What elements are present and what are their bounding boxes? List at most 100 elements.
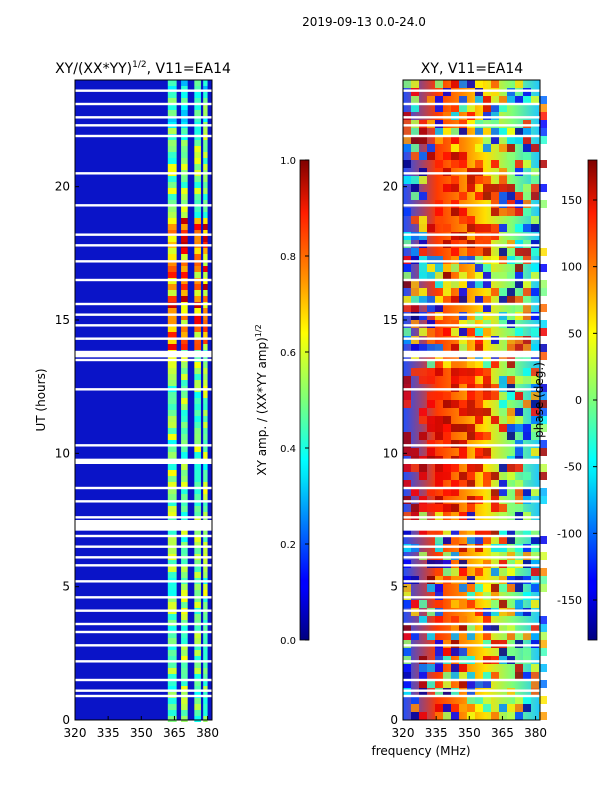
right-phase-cell xyxy=(483,392,491,400)
left-band-cell xyxy=(203,362,208,368)
right-phase-cell xyxy=(459,672,467,680)
right-phase-cell xyxy=(483,680,491,688)
right-gap-stripe xyxy=(403,516,540,519)
right-phase-cell xyxy=(483,280,491,288)
right-phase-cell xyxy=(523,632,531,640)
right-phase-cell xyxy=(467,408,475,416)
right-phase-cell xyxy=(483,304,491,312)
right-phase-cell xyxy=(459,624,467,632)
right-phase-cell xyxy=(427,144,435,152)
right-phase-cell xyxy=(467,592,475,600)
right-y-tick-label: 5 xyxy=(390,580,398,594)
right-phase-cell xyxy=(467,104,475,112)
right-phase-cell xyxy=(459,216,467,224)
right-phase-cell xyxy=(435,104,443,112)
left-band-cell xyxy=(203,542,208,548)
right-phase-cell xyxy=(515,264,523,272)
right-phase-cell xyxy=(459,376,467,384)
right-phase-cell xyxy=(523,544,531,552)
right-phase-cell xyxy=(531,272,539,280)
right-phase-cell xyxy=(467,376,475,384)
left-band-cell xyxy=(203,182,208,188)
right-phase-cell xyxy=(435,656,443,664)
left-band-cell xyxy=(203,224,208,230)
left-band-cell xyxy=(181,224,188,230)
right-phase-cell xyxy=(403,336,411,344)
right-phase-cell xyxy=(531,376,539,384)
left-band-cell xyxy=(194,296,201,302)
right-phase-cell xyxy=(475,120,483,128)
right-phase-cell xyxy=(403,560,411,568)
right-phase-cell xyxy=(523,136,531,144)
right-phase-cell xyxy=(435,344,443,352)
right-phase-cell xyxy=(483,272,491,280)
right-phase-cell xyxy=(435,136,443,144)
right-phase-cell xyxy=(467,696,475,704)
amplitude-colorbar xyxy=(299,159,310,641)
right-phase-cell xyxy=(443,184,451,192)
right-y-tick-label: 10 xyxy=(383,446,398,460)
right-phase-cell xyxy=(539,136,547,144)
right-phase-cell xyxy=(411,184,419,192)
left-band-cell xyxy=(167,392,177,398)
right-phase-cell xyxy=(443,128,451,136)
left-band-cell xyxy=(194,362,201,368)
left-band-cell xyxy=(181,482,188,488)
right-phase-cell xyxy=(443,112,451,120)
right-phase-cell xyxy=(491,192,499,200)
right-phase-cell xyxy=(459,704,467,712)
right-phase-cell xyxy=(507,336,515,344)
right-phase-cell xyxy=(435,208,443,216)
right-phase-cell xyxy=(403,240,411,248)
left-y-tick-label: 15 xyxy=(55,313,70,327)
right-gap-stripe xyxy=(403,204,540,207)
left-band-cell xyxy=(194,320,201,326)
right-phase-cell xyxy=(483,448,491,456)
left-x-tick-label: 320 xyxy=(64,726,87,740)
right-phase-cell xyxy=(539,120,547,128)
left-band-cell xyxy=(167,668,177,674)
right-phase-cell xyxy=(459,312,467,320)
right-phase-cell xyxy=(467,360,475,368)
left-band-cell xyxy=(203,104,208,110)
right-phase-cell xyxy=(499,528,507,536)
left-band-cell xyxy=(194,566,201,572)
right-phase-cell xyxy=(523,160,531,168)
right-phase-cell xyxy=(427,120,435,128)
left-y-axis-label: UT (hours) xyxy=(34,368,48,431)
left-band-cell xyxy=(181,446,188,452)
left-band-cell xyxy=(203,452,208,458)
left-band-cell xyxy=(203,428,208,434)
right-phase-cell xyxy=(411,336,419,344)
right-phase-cell xyxy=(411,512,419,520)
left-band-cell xyxy=(167,560,177,566)
left-band-cell xyxy=(167,224,177,230)
right-phase-cell xyxy=(435,120,443,128)
left-gap-stripe xyxy=(75,313,212,316)
right-phase-cell xyxy=(483,384,491,392)
right-phase-cell xyxy=(507,384,515,392)
left-band-cell xyxy=(203,530,208,536)
left-band-cell xyxy=(181,494,188,500)
left-plot-frame xyxy=(74,79,213,721)
left-band-cell xyxy=(203,560,208,566)
right-phase-cell xyxy=(491,160,499,168)
left-band-cell xyxy=(167,674,177,680)
left-band-cell xyxy=(194,86,201,92)
right-phase-cell xyxy=(411,320,419,328)
right-phase-cell xyxy=(427,560,435,568)
right-phase-cell xyxy=(411,144,419,152)
right-phase-cell xyxy=(435,280,443,288)
right-phase-cell xyxy=(515,200,523,208)
right-phase-cell xyxy=(475,160,483,168)
right-phase-cell xyxy=(475,680,483,688)
left-band-cell xyxy=(194,140,201,146)
right-phase-cell xyxy=(539,448,547,456)
left-band-cell xyxy=(181,182,188,188)
right-phase-cell xyxy=(483,480,491,488)
right-phase-cell xyxy=(475,360,483,368)
left-band-cell xyxy=(203,200,208,206)
right-phase-cell xyxy=(403,120,411,128)
left-band-cell xyxy=(181,644,188,650)
right-phase-cell xyxy=(531,672,539,680)
